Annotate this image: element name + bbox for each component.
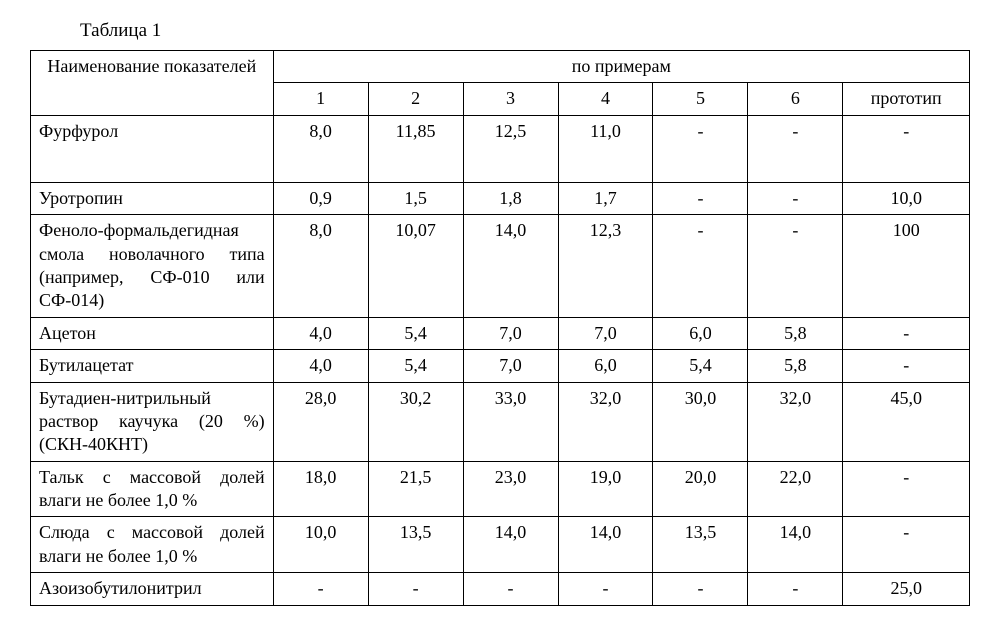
cell-value: 23,0: [463, 461, 558, 517]
table-row: Феноло-формальдегидная смола новолачного…: [31, 215, 970, 318]
row-label: Феноло-формальдегидная смола новолачного…: [31, 215, 274, 318]
cell-value: 33,0: [463, 382, 558, 461]
cell-value: 10,0: [843, 182, 970, 214]
cell-value: 6,0: [558, 350, 653, 382]
cell-value: 30,0: [653, 382, 748, 461]
header-sub-3: 3: [463, 83, 558, 115]
cell-value: -: [843, 115, 970, 182]
cell-value: 4,0: [273, 317, 368, 349]
cell-value: 11,85: [368, 115, 463, 182]
header-sub-1: 1: [273, 83, 368, 115]
cell-value: 13,5: [368, 517, 463, 573]
cell-value: -: [748, 573, 843, 605]
cell-value: 14,0: [558, 517, 653, 573]
cell-value: 0,9: [273, 182, 368, 214]
cell-value: 5,8: [748, 350, 843, 382]
header-sub-6: 6: [748, 83, 843, 115]
cell-value: 4,0: [273, 350, 368, 382]
cell-value: 8,0: [273, 215, 368, 318]
cell-value: -: [653, 115, 748, 182]
cell-value: 10,07: [368, 215, 463, 318]
table-row: Тальк с массовой долей влаги не более 1,…: [31, 461, 970, 517]
table-row: Ацетон4,05,47,07,06,05,8-: [31, 317, 970, 349]
table-body: Фурфурол8,011,8512,511,0---Уротропин0,91…: [31, 115, 970, 605]
row-label: Фурфурол: [31, 115, 274, 182]
cell-value: 5,4: [653, 350, 748, 382]
cell-value: -: [843, 317, 970, 349]
cell-value: -: [653, 573, 748, 605]
cell-value: 7,0: [463, 317, 558, 349]
header-sub-2: 2: [368, 83, 463, 115]
cell-value: 20,0: [653, 461, 748, 517]
cell-value: 32,0: [558, 382, 653, 461]
cell-value: 18,0: [273, 461, 368, 517]
header-sub-4: 4: [558, 83, 653, 115]
cell-value: 21,5: [368, 461, 463, 517]
cell-value: -: [748, 182, 843, 214]
cell-value: 14,0: [463, 215, 558, 318]
cell-value: 11,0: [558, 115, 653, 182]
cell-value: 12,3: [558, 215, 653, 318]
cell-value: 8,0: [273, 115, 368, 182]
table-header: Наименование показателей по примерам 1 2…: [31, 51, 970, 116]
header-col1: Наименование показателей: [31, 51, 274, 116]
cell-value: -: [843, 350, 970, 382]
cell-value: -: [368, 573, 463, 605]
table-row: Уротропин0,91,51,81,7--10,0: [31, 182, 970, 214]
cell-value: 5,8: [748, 317, 843, 349]
header-sub-prototype: прототип: [843, 83, 970, 115]
row-label: Уротропин: [31, 182, 274, 214]
cell-value: 10,0: [273, 517, 368, 573]
cell-value: 1,7: [558, 182, 653, 214]
row-label: Слюда с массовой долей влаги не более 1,…: [31, 517, 274, 573]
cell-value: 7,0: [558, 317, 653, 349]
row-label: Бутадиен-нитрильный раствор каучука (20 …: [31, 382, 274, 461]
cell-value: -: [273, 573, 368, 605]
cell-value: 32,0: [748, 382, 843, 461]
cell-value: 12,5: [463, 115, 558, 182]
header-group: по примерам: [273, 51, 969, 83]
cell-value: 25,0: [843, 573, 970, 605]
cell-value: 14,0: [748, 517, 843, 573]
cell-value: -: [653, 215, 748, 318]
row-label: Бутилацетат: [31, 350, 274, 382]
cell-value: 19,0: [558, 461, 653, 517]
data-table: Наименование показателей по примерам 1 2…: [30, 50, 970, 606]
table-row: Фурфурол8,011,8512,511,0---: [31, 115, 970, 182]
table-row: Бутадиен-нитрильный раствор каучука (20 …: [31, 382, 970, 461]
table-title: Таблица 1: [80, 20, 969, 42]
cell-value: 100: [843, 215, 970, 318]
cell-value: 28,0: [273, 382, 368, 461]
cell-value: -: [843, 517, 970, 573]
cell-value: -: [558, 573, 653, 605]
cell-value: 5,4: [368, 317, 463, 349]
table-row: Слюда с массовой долей влаги не более 1,…: [31, 517, 970, 573]
table-row: Бутилацетат4,05,47,06,05,45,8-: [31, 350, 970, 382]
cell-value: 14,0: [463, 517, 558, 573]
cell-value: 30,2: [368, 382, 463, 461]
row-label: Тальк с массовой долей влаги не более 1,…: [31, 461, 274, 517]
row-label: Азоизобутилонитрил: [31, 573, 274, 605]
cell-value: 1,8: [463, 182, 558, 214]
cell-value: 22,0: [748, 461, 843, 517]
cell-value: 1,5: [368, 182, 463, 214]
cell-value: -: [463, 573, 558, 605]
cell-value: -: [748, 215, 843, 318]
cell-value: 7,0: [463, 350, 558, 382]
table-row: Азоизобутилонитрил------25,0: [31, 573, 970, 605]
cell-value: 6,0: [653, 317, 748, 349]
cell-value: 13,5: [653, 517, 748, 573]
cell-value: 5,4: [368, 350, 463, 382]
cell-value: 45,0: [843, 382, 970, 461]
cell-value: -: [748, 115, 843, 182]
cell-value: -: [653, 182, 748, 214]
header-sub-5: 5: [653, 83, 748, 115]
row-label: Ацетон: [31, 317, 274, 349]
cell-value: -: [843, 461, 970, 517]
